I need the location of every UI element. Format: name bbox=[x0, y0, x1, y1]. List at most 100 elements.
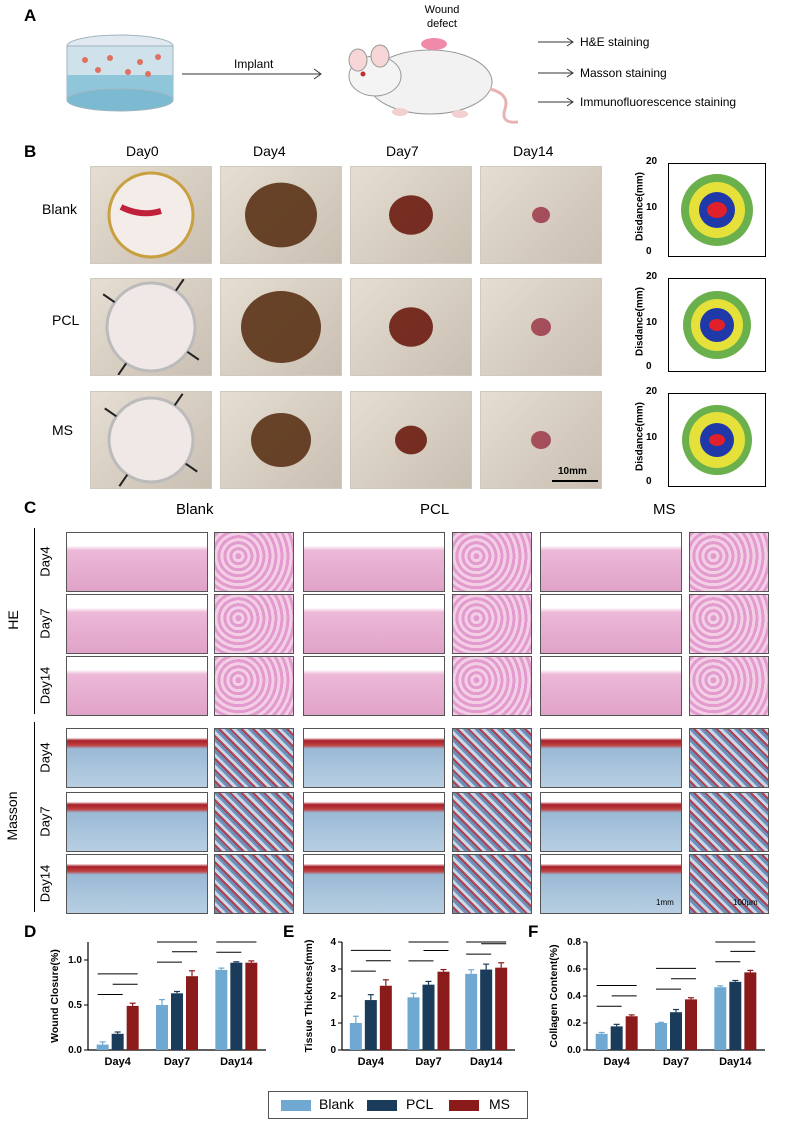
bar-ms-day14 bbox=[495, 967, 508, 1050]
histo-scalebar-high: 100μm bbox=[733, 898, 758, 907]
histo-he-ms-day4-overview bbox=[540, 532, 682, 592]
y-tick-label: 0.0 bbox=[68, 1045, 82, 1056]
y-tick-label: 0.6 bbox=[567, 964, 581, 975]
histo-he-blank-day4-zoom bbox=[214, 532, 294, 592]
contour-ytick: 0 bbox=[646, 246, 652, 257]
histo-he-blank-day7-zoom bbox=[214, 594, 294, 654]
wound-label-line2: defect bbox=[427, 18, 457, 30]
bar-blank-day7 bbox=[655, 1023, 667, 1050]
bar-pcl-day14 bbox=[729, 981, 742, 1050]
bar-pcl-day7 bbox=[171, 993, 183, 1050]
col-header-day0: Day0 bbox=[126, 143, 159, 159]
stain-row-he: HE bbox=[5, 610, 21, 630]
contour-ytick: 10 bbox=[646, 202, 658, 213]
histo-masson-pcl-day14-overview bbox=[303, 854, 445, 914]
stain-he-label: H&E staining bbox=[580, 35, 650, 49]
histo-he-blank-day14-overview bbox=[66, 656, 208, 716]
rat-illustration bbox=[348, 38, 519, 124]
bar-pcl-day7 bbox=[670, 1012, 682, 1050]
wound-photo-blank-day14 bbox=[480, 166, 602, 264]
histo-masson-blank-day4-overview bbox=[66, 728, 208, 788]
row-label-pcl: PCL bbox=[52, 312, 80, 328]
histo-scalebar-low: 1mm bbox=[656, 898, 674, 907]
wound-label-line1: Wound bbox=[424, 4, 460, 16]
y-tick-label: 0.8 bbox=[567, 937, 581, 948]
contour-ylabel: Disdance(mm) bbox=[634, 287, 646, 356]
bar-ms-day7 bbox=[685, 999, 697, 1050]
legend-label-ms: MS bbox=[489, 1096, 510, 1112]
contour-ytick: 20 bbox=[646, 156, 658, 167]
row-label-ms: MS bbox=[52, 422, 73, 438]
histo-masson-ms-day7-zoom bbox=[689, 792, 769, 852]
bar-pcl-day4 bbox=[111, 1033, 124, 1050]
implant-label: Implant bbox=[234, 57, 274, 71]
bar-blank-day14 bbox=[465, 973, 478, 1050]
masson-bracket bbox=[34, 722, 35, 912]
histo-he-ms-day7-overview bbox=[540, 594, 682, 654]
bar-pcl-day4 bbox=[364, 1000, 377, 1050]
histo-he-pcl-day7-overview bbox=[303, 594, 445, 654]
x-tick-label: Day4 bbox=[358, 1056, 385, 1068]
y-tick-label: 1 bbox=[330, 1018, 336, 1029]
x-tick-label: Day7 bbox=[663, 1056, 689, 1068]
y-tick-label: 4 bbox=[330, 937, 336, 948]
wound-photo-ms-day14 bbox=[480, 391, 602, 489]
histo-he-ms-day7-zoom bbox=[689, 594, 769, 654]
y-tick-label: 1.0 bbox=[68, 955, 82, 966]
chart-wound-closure: 0.0 0.5 1.0 Wound Closure(%) Day4 Day7 Day14 bbox=[49, 941, 266, 1068]
x-tick-label: Day7 bbox=[415, 1056, 441, 1068]
legend-swatch-ms bbox=[449, 1100, 479, 1111]
panel-label-e: E bbox=[283, 922, 295, 941]
bar-ms-day4 bbox=[379, 985, 392, 1050]
chart-tissue-thickness: 0 1 2 3 4 Tissue Thickness(mm) Day4 Day7 Day14 bbox=[303, 937, 515, 1068]
histo-he-pcl-day14-overview bbox=[303, 656, 445, 716]
histo-he-ms-day4-zoom bbox=[689, 532, 769, 592]
y-tick-label: 0.2 bbox=[567, 1018, 581, 1029]
bar-pcl-day4 bbox=[610, 1026, 623, 1050]
panel-label-b: B bbox=[24, 142, 37, 161]
legend-label-pcl: PCL bbox=[406, 1096, 434, 1112]
bar-ms-day7 bbox=[437, 971, 450, 1050]
histo-masson-pcl-day7-overview bbox=[303, 792, 445, 852]
bar-ms-day7 bbox=[186, 976, 198, 1050]
wound-photo-pcl-day14 bbox=[480, 278, 602, 376]
histo-group-pcl: PCL bbox=[420, 501, 450, 518]
legend: Blank PCL MS bbox=[268, 1091, 528, 1119]
histo-masson-blank-day7-zoom bbox=[214, 792, 294, 852]
histo-masson-blank-day14-zoom bbox=[214, 854, 294, 914]
wound-photo-pcl-day4 bbox=[220, 278, 342, 376]
legend-swatch-blank bbox=[281, 1100, 311, 1111]
bar-blank-day14 bbox=[215, 969, 228, 1050]
staining-arrows bbox=[538, 37, 574, 107]
histo-he-pcl-day4-zoom bbox=[452, 532, 532, 592]
histo-masson-blank-day4-zoom bbox=[214, 728, 294, 788]
bar-ms-day4 bbox=[625, 1016, 638, 1050]
histo-masson-pcl-day4-zoom bbox=[452, 728, 532, 788]
panel-label-a: A bbox=[24, 6, 37, 25]
bar-ms-day4 bbox=[126, 1005, 139, 1050]
x-tick-label: Day14 bbox=[220, 1056, 253, 1068]
histo-row-label: Day14 bbox=[37, 666, 53, 705]
x-tick-label: Day4 bbox=[105, 1056, 132, 1068]
bar-pcl-day7 bbox=[422, 984, 435, 1050]
bar-ms-day14 bbox=[245, 962, 258, 1050]
chart-collagen-content: 0.0 0.2 0.4 0.6 0.8 Collagen Content(%) Day4 Da… bbox=[548, 937, 765, 1068]
contour-ylabel: Disdance(mm) bbox=[634, 402, 646, 471]
histo-he-pcl-day4-overview bbox=[303, 532, 445, 592]
y-axis-label: Wound Closure(%) bbox=[49, 949, 61, 1043]
implant-arrow bbox=[182, 68, 322, 80]
y-axis-label: Tissue Thickness(mm) bbox=[303, 939, 315, 1052]
x-tick-label: Day4 bbox=[604, 1056, 631, 1068]
contour-ytick: 10 bbox=[646, 317, 658, 328]
wound-photo-blank-day0 bbox=[90, 166, 212, 264]
stain-row-masson: Masson bbox=[4, 791, 20, 841]
histo-masson-ms-day4-zoom bbox=[689, 728, 769, 788]
y-tick-label: 0 bbox=[330, 1045, 336, 1056]
wound-photo-pcl-day7 bbox=[350, 278, 472, 376]
wound-photo-blank-day7 bbox=[350, 166, 472, 264]
histo-row-label: Day7 bbox=[37, 806, 53, 837]
histo-row-label: Day14 bbox=[37, 864, 53, 903]
histo-row-label: Day4 bbox=[37, 742, 53, 773]
contour-map-blank bbox=[668, 163, 766, 257]
histo-masson-blank-day7-overview bbox=[66, 792, 208, 852]
